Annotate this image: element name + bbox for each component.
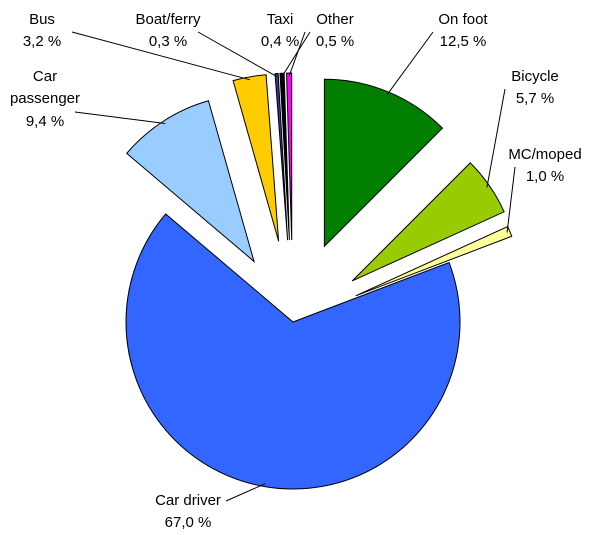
leader-line [288,31,306,77]
pie-slice [285,72,293,241]
slice-label: Car driver [155,492,221,509]
value-label: 0,4 % [261,33,299,50]
slice-label: Taxi [267,11,294,28]
leader-line [74,111,166,125]
leader-line [225,483,266,502]
slice-label: Boat/ferry [135,11,201,28]
leader-line [486,88,506,188]
leader-line [386,31,434,96]
pie-slice [323,78,444,248]
value-label: 3,2 % [23,33,61,50]
pie-slice [126,100,255,263]
slice-label: Car passenger [10,68,80,107]
leader-line [197,31,278,77]
slice-label: On foot [438,11,488,28]
value-label: 12,5 % [440,33,487,50]
pie-slice [232,74,280,242]
value-label: 0,5 % [316,33,354,50]
slice-label: Bus [29,11,55,28]
leader-line [71,31,251,81]
value-label: 67,0 % [165,514,212,531]
slice-label: Bicycle [511,68,559,85]
value-label: 1,0 % [526,168,564,185]
value-label: 0,3 % [149,33,187,50]
pie-slice [351,162,505,282]
leader-line [506,166,516,233]
slice-label: MC/moped [508,146,581,163]
value-label: 5,7 % [516,90,554,107]
pie-slice [125,213,461,490]
value-label: 9,4 % [26,113,64,130]
pie-slice [274,72,289,241]
leader-line [281,31,311,77]
slice-label: Other [316,11,354,28]
